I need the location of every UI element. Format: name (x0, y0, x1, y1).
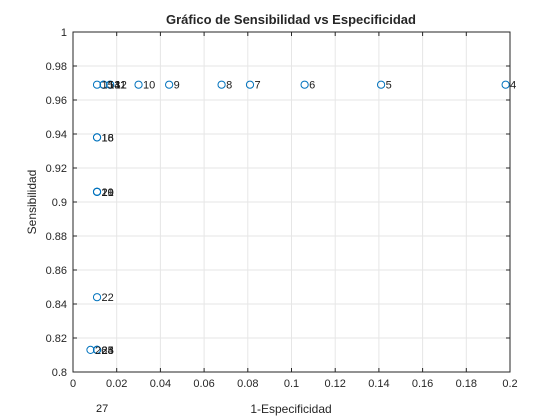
y-tick-label: 0.92 (46, 163, 67, 175)
point-label-8: 8 (226, 80, 232, 92)
point-label-5: 5 (386, 80, 392, 92)
data-points (86, 80, 510, 354)
y-tick-label: 0.8 (52, 367, 67, 379)
y-tick-label: 0.96 (46, 95, 67, 107)
point-label-11: 11 (115, 80, 126, 92)
point-label-22: 22 (102, 292, 114, 304)
data-point-6 (300, 80, 309, 89)
y-axis-label: Sensibilidad (25, 170, 39, 235)
x-tick-label: 0 (70, 378, 76, 390)
y-tick-label: 0.86 (46, 265, 67, 277)
x-tick-label: 0.02 (106, 378, 127, 390)
y-tick-label: 0.9 (52, 197, 67, 209)
point-label-7: 7 (254, 80, 260, 92)
y-tick-label: 0.98 (46, 61, 67, 73)
y-tick-label: 0.84 (46, 299, 67, 311)
point-label-27: 27 (96, 403, 108, 415)
x-tick-label: 0.04 (150, 378, 171, 390)
point-label-14: 14 (108, 80, 120, 92)
x-tick-label: 0.06 (193, 378, 214, 390)
point-label-24: 24 (102, 345, 114, 357)
point-label-4: 4 (510, 80, 516, 92)
axis-ticks: 0 0.02 0.04 0.06 0.08 0.1 0.12 0.14 0.16 0.18 0.2 0… (46, 27, 518, 390)
point-label-9: 9 (174, 80, 180, 92)
data-point-8 (217, 80, 226, 89)
point-label-20: 20 (102, 187, 114, 199)
point-label-26: 26 (95, 345, 107, 357)
x-tick-label: 0.14 (368, 378, 389, 390)
point-label-19: 19 (102, 187, 114, 199)
point-label-23: 23 (102, 345, 114, 357)
x-tick-label: 0.12 (324, 378, 345, 390)
data-point-25 (92, 345, 102, 354)
data-point-7 (245, 80, 255, 89)
data-point-21 (92, 187, 102, 196)
chart-title: Gráfico de Sensibilidad vs Especificidad (166, 12, 416, 27)
point-label-16: 16 (102, 132, 114, 144)
data-point-5 (376, 80, 386, 89)
point-label-13: 13 (108, 80, 120, 92)
data-point-9 (165, 80, 174, 89)
x-tick-label: 0.18 (456, 378, 477, 390)
data-point-22 (92, 293, 102, 302)
point-label-6: 6 (309, 80, 315, 92)
data-point-10 (134, 80, 143, 89)
data-point-18 (92, 133, 102, 142)
y-tick-label: 0.88 (46, 231, 67, 243)
point-label-10: 10 (143, 80, 155, 92)
point-label-21: 21 (102, 187, 114, 199)
point-label-15: 15 (102, 80, 114, 92)
data-point-26 (86, 345, 95, 354)
y-tick-label: 0.94 (46, 129, 67, 141)
data-point-14 (99, 80, 108, 89)
y-tick-label: 1 (61, 27, 67, 39)
x-tick-label: 0.08 (237, 378, 258, 390)
point-label-18: 18 (102, 132, 114, 144)
x-tick-label: 0.16 (412, 378, 433, 390)
point-label-25: 25 (102, 345, 114, 357)
x-tick-label: 0.1 (284, 378, 299, 390)
point-label-12: 12 (115, 80, 127, 92)
data-point-4 (501, 80, 510, 89)
data-point-15 (92, 80, 102, 89)
data-point-12 (106, 80, 115, 89)
x-axis-label: 1-Especificidad (250, 402, 331, 416)
x-tick-label: 0.2 (502, 378, 517, 390)
y-tick-label: 0.82 (46, 333, 67, 345)
